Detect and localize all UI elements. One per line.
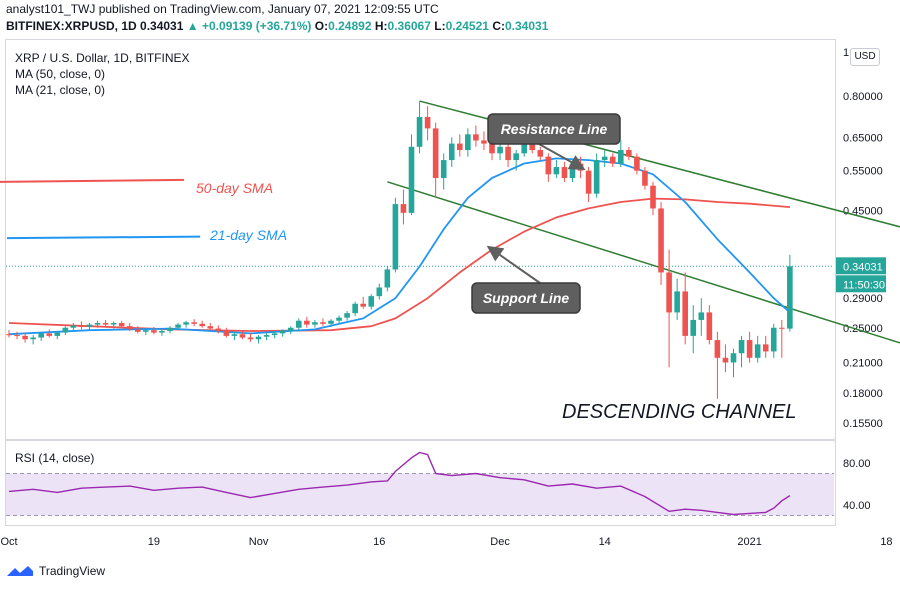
time-tick-label: 2021 [737,536,761,548]
time-tick-label: 14 [599,536,611,548]
rsi-tick-label: 80.00 [843,458,871,470]
price-tick-label: 0.21000 [843,357,883,369]
open-label: O: [314,19,329,33]
rsi-tick-label: 40.00 [843,500,871,512]
price-tick-label: 1 [843,47,849,59]
time-tick-label: 18 [880,536,892,548]
price-tick-label: 0.18000 [843,388,883,400]
symbol-label: BITFINEX:XRPUSD, 1D [6,19,137,33]
countdown-box [836,275,886,293]
low-label: L: [434,19,446,33]
last-price-label: 0.34031 [843,261,883,273]
currency-button[interactable]: USD [850,48,880,66]
close-label: C: [492,19,505,33]
footer[interactable]: TradingView [6,564,105,578]
price-tick-label: 0.45000 [843,206,883,218]
high-label: H: [374,19,388,33]
price-pane[interactable] [5,39,836,440]
publisher-line: analyst101_TWJ published on TradingView.… [6,2,439,16]
price-tick-label: 0.80000 [843,91,883,103]
change-value: +0.09139 (+36.71%) [202,19,312,33]
tradingview-logo-icon [7,566,33,576]
time-tick-label: 16 [373,536,385,548]
last-price-box [836,257,886,275]
open-value: 0.24892 [328,19,372,33]
price-tick-label: 0.25000 [843,323,883,335]
low-value: 0.24521 [445,19,489,33]
time-tick-label: Oct [0,536,17,548]
time-tick-label: Dec [490,536,510,548]
last-price-value: 0.34031 [140,19,184,33]
countdown-label: 11:50:30 [843,279,885,291]
ma21-legend[interactable]: MA (21, close, 0) [15,83,106,97]
rsi-pane[interactable] [5,440,836,526]
time-tick-label: Nov [249,536,269,548]
high-value: 0.36067 [387,19,431,33]
price-tick-label: 0.15500 [843,418,883,430]
price-tick-label: 0.65000 [843,132,883,144]
footer-brand[interactable]: TradingView [39,564,106,578]
ohlc-line: BITFINEX:XRPUSD, 1D 0.34031 ▲ +0.09139 (… [6,19,548,33]
price-tick-label: 0.29000 [843,293,883,305]
chart-title-legend: XRP / U.S. Dollar, 1D, BITFINEX [15,51,190,65]
ma50-legend[interactable]: MA (50, close, 0) [15,67,106,81]
price-tick-label: 0.55000 [843,166,883,178]
rsi-legend[interactable]: RSI (14, close) [15,451,95,465]
close-value: 0.34031 [504,19,549,33]
up-arrow-icon: ▲ [186,19,199,33]
time-tick-label: 19 [148,536,160,548]
